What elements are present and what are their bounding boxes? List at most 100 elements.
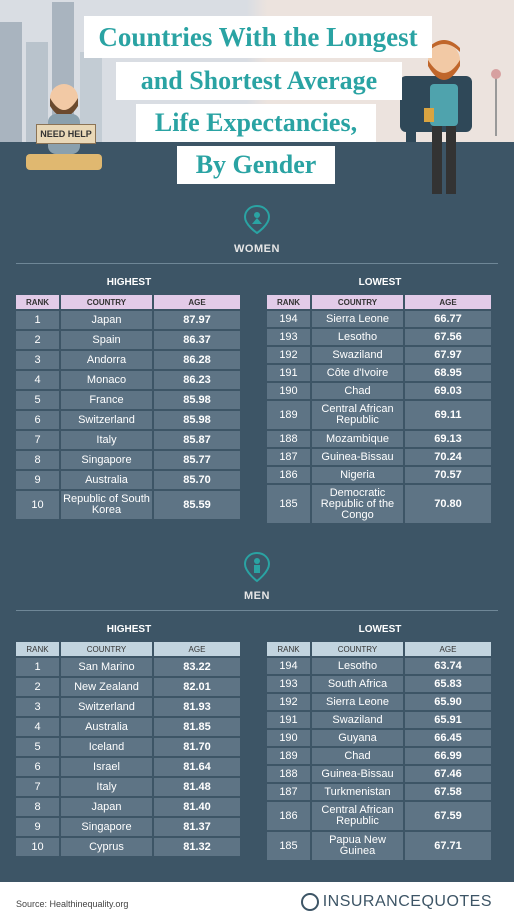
age-cell: 85.87 (154, 431, 240, 449)
table-row: 189 Chad 66.99 (267, 748, 491, 764)
rank-cell: 6 (16, 411, 59, 429)
divider (16, 263, 498, 264)
rank-cell: 2 (16, 678, 59, 696)
rank-cell: 9 (16, 818, 59, 836)
table-row: 191 Côte d'Ivoire 68.95 (267, 365, 491, 381)
country-cell: Australia (61, 471, 152, 489)
country-cell: Lesotho (312, 329, 403, 345)
building (80, 52, 102, 142)
table-row: 190 Chad 69.03 (267, 383, 491, 399)
table-row: 10 Republic of South Korea 85.59 (16, 491, 240, 519)
rank-cell: 3 (16, 698, 59, 716)
age-cell: 81.37 (154, 818, 240, 836)
age-cell: 85.70 (154, 471, 240, 489)
rank-cell: 194 (267, 658, 310, 674)
rank-cell: 5 (16, 391, 59, 409)
age-cell: 65.83 (405, 676, 491, 692)
building (26, 42, 48, 142)
rank-cell: 190 (267, 730, 310, 746)
age-cell: 81.40 (154, 798, 240, 816)
rank-cell: 191 (267, 365, 310, 381)
building (0, 22, 22, 142)
women-highest-table: RANK COUNTRY AGE 1 Japan 87.97 2 Spain 86.37… (14, 293, 242, 521)
country-cell: Côte d'Ivoire (312, 365, 403, 381)
age-header: AGE (405, 295, 491, 309)
age-cell: 63.74 (405, 658, 491, 674)
insurancequotes-logo: INSURANCEQUOTES (300, 893, 492, 911)
country-cell: Singapore (61, 451, 152, 469)
rank-header: RANK (16, 295, 59, 309)
age-cell: 86.28 (154, 351, 240, 369)
country-cell: San Marino (61, 658, 152, 676)
country-cell: Switzerland (61, 411, 152, 429)
women-highest-title: HIGHEST (106, 277, 152, 288)
age-cell: 68.95 (405, 365, 491, 381)
rank-cell: 187 (267, 449, 310, 465)
age-cell: 70.80 (405, 485, 491, 523)
age-cell: 69.11 (405, 401, 491, 429)
table-row: 186 Nigeria 70.57 (267, 467, 491, 483)
men-label: MEN (244, 590, 270, 602)
rank-cell: 10 (16, 838, 59, 856)
country-cell: Turkmenistan (312, 784, 403, 800)
homeless-man-illustration (26, 84, 102, 170)
country-cell: Papua New Guinea (312, 832, 403, 860)
table-row: 188 Guinea-Bissau 67.46 (267, 766, 491, 782)
table-row: 7 Italy 85.87 (16, 431, 240, 449)
table-row: 1 San Marino 83.22 (16, 658, 240, 676)
women-lowest-table: RANK COUNTRY AGE 194 Sierra Leone 66.77 19… (265, 293, 493, 525)
country-cell: Sierra Leone (312, 311, 403, 327)
men-highest-table: RANK COUNTRY AGE 1 San Marino 83.22 2 New Z… (14, 640, 242, 858)
age-cell: 65.90 (405, 694, 491, 710)
age-cell: 81.93 (154, 698, 240, 716)
age-cell: 83.22 (154, 658, 240, 676)
rank-cell: 7 (16, 778, 59, 796)
country-cell: Spain (61, 331, 152, 349)
rank-cell: 4 (16, 718, 59, 736)
country-cell: New Zealand (61, 678, 152, 696)
title-line-4: By Gender (177, 146, 335, 184)
country-cell: Swaziland (312, 712, 403, 728)
table-row: 193 Lesotho 67.56 (267, 329, 491, 345)
age-cell: 66.77 (405, 311, 491, 327)
country-cell: Lesotho (312, 658, 403, 674)
logo-mark-icon (300, 893, 319, 911)
age-cell: 67.71 (405, 832, 491, 860)
title-line-3: Life Expectancies, (136, 104, 376, 142)
table-row: 186 Central African Republic 67.59 (267, 802, 491, 830)
rank-cell: 185 (267, 485, 310, 523)
country-cell: Monaco (61, 371, 152, 389)
table-row: 194 Sierra Leone 66.77 (267, 311, 491, 327)
table-row: 4 Monaco 86.23 (16, 371, 240, 389)
table-row: 8 Singapore 85.77 (16, 451, 240, 469)
country-cell: Italy (61, 778, 152, 796)
rank-cell: 6 (16, 758, 59, 776)
country-cell: Israel (61, 758, 152, 776)
age-cell: 81.64 (154, 758, 240, 776)
rank-cell: 188 (267, 766, 310, 782)
country-cell: Cyprus (61, 838, 152, 856)
table-row: 185 Papua New Guinea 67.71 (267, 832, 491, 860)
age-cell: 67.46 (405, 766, 491, 782)
women-label: WOMEN (234, 243, 280, 255)
men-lowest-title: LOWEST (358, 624, 402, 635)
rank-cell: 4 (16, 371, 59, 389)
rank-cell: 5 (16, 738, 59, 756)
country-cell: Guinea-Bissau (312, 449, 403, 465)
country-cell: Andorra (61, 351, 152, 369)
country-cell: Australia (61, 718, 152, 736)
table-row: 6 Israel 81.64 (16, 758, 240, 776)
age-cell: 87.97 (154, 311, 240, 329)
logo-text: INSURANCEQUOTES (322, 893, 492, 911)
need-help-sign: NEED HELP (36, 124, 96, 144)
age-cell: 69.13 (405, 431, 491, 447)
table-row: 6 Switzerland 85.98 (16, 411, 240, 429)
rank-header: RANK (267, 295, 310, 309)
country-cell: Japan (61, 311, 152, 329)
country-header: COUNTRY (61, 642, 152, 656)
country-cell: Guyana (312, 730, 403, 746)
table-row: 1 Japan 87.97 (16, 311, 240, 329)
age-cell: 65.91 (405, 712, 491, 728)
rank-cell: 9 (16, 471, 59, 489)
table-row: 10 Cyprus 81.32 (16, 838, 240, 856)
